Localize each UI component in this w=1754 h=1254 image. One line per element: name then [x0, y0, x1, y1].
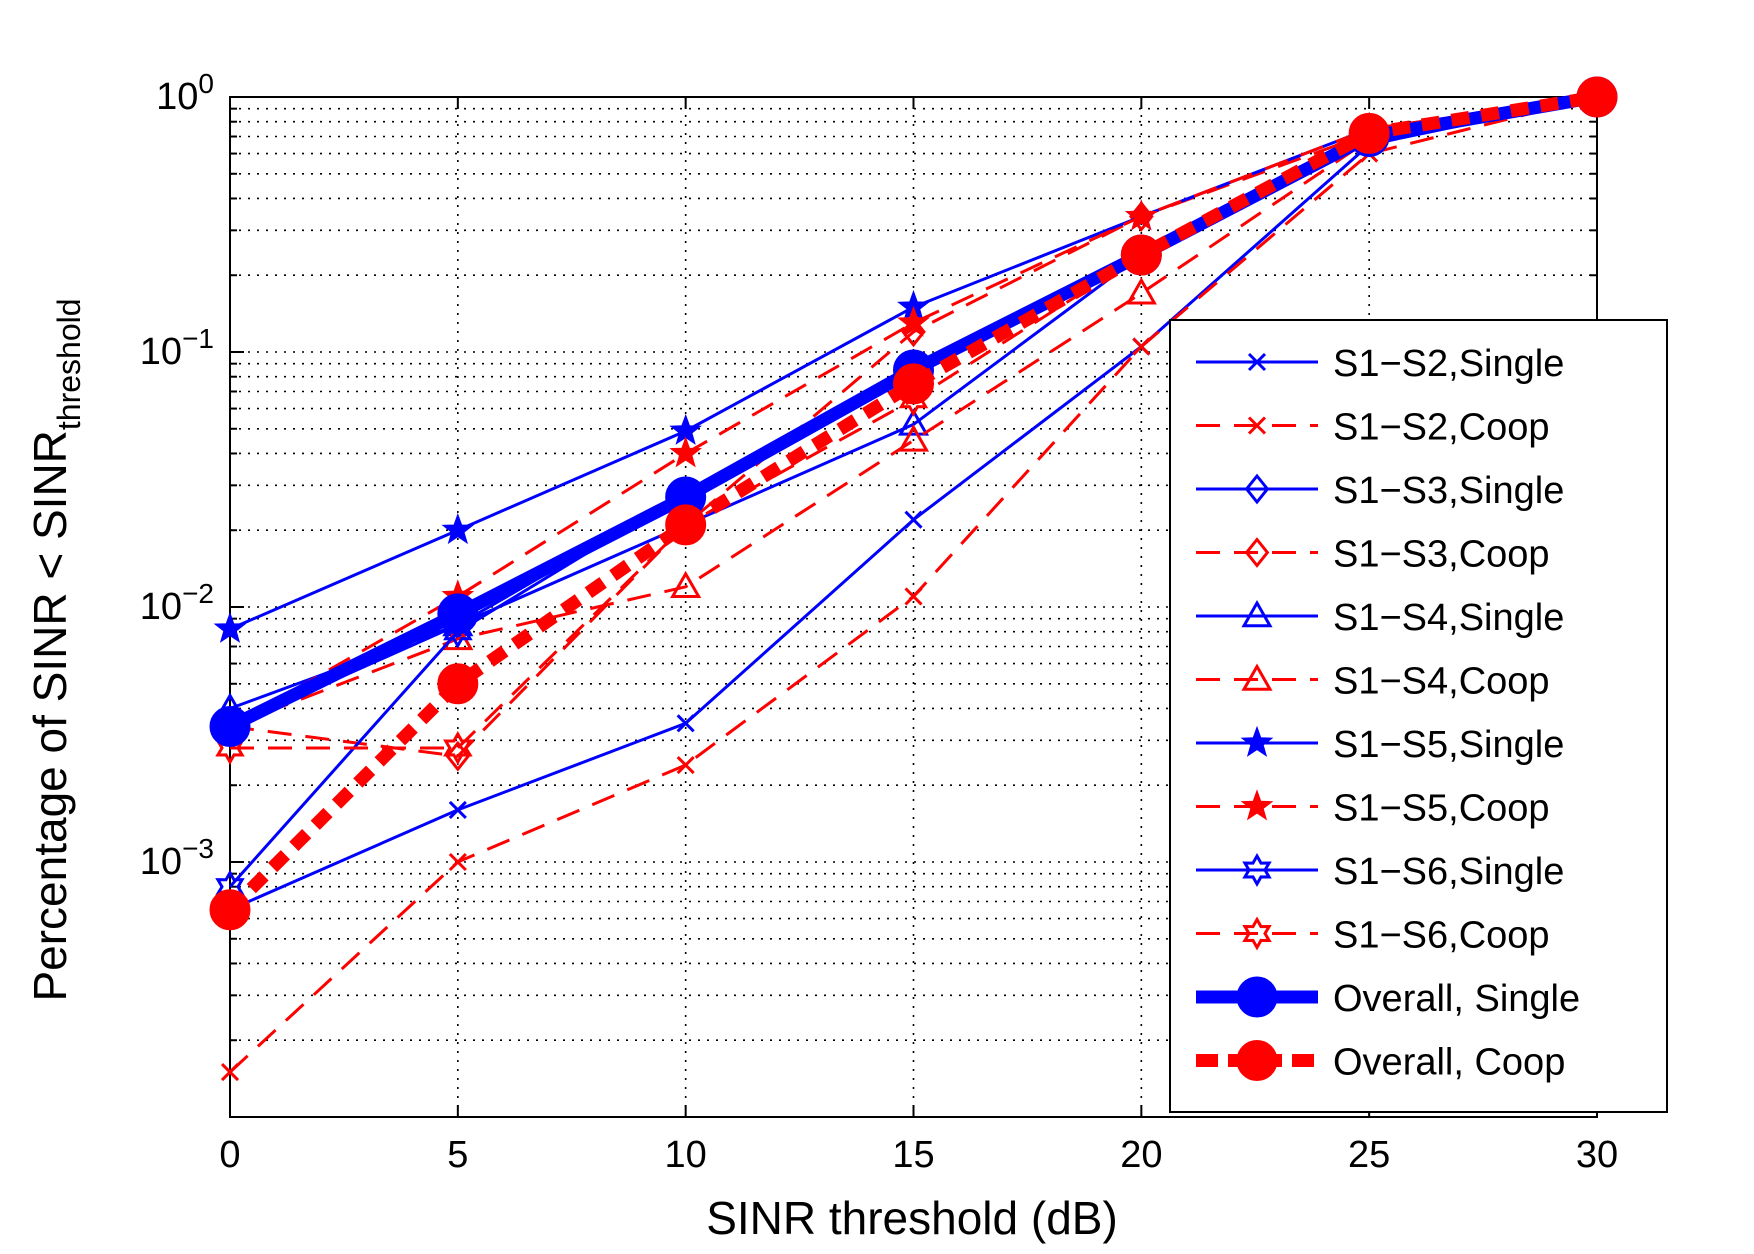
data-point-marker: [1125, 277, 1157, 305]
legend-item: S1−S3,Coop: [1196, 534, 1550, 576]
legend-item: S1−S4,Single: [1196, 597, 1564, 639]
data-point-marker: [448, 852, 467, 872]
data-point-marker: [897, 305, 930, 337]
legend-box: [1169, 319, 1668, 1113]
data-series: [209, 76, 1618, 1082]
legend-marker: [1247, 416, 1267, 435]
legend-item: S1−S5,Coop: [1196, 788, 1550, 830]
data-point-marker: [445, 740, 471, 772]
y-tick-base: 10: [140, 586, 182, 628]
data-point-marker: [1120, 234, 1162, 276]
data-point-marker: [1576, 76, 1618, 118]
data-point-marker: [220, 1063, 240, 1082]
data-point-marker: [1132, 337, 1151, 356]
data-point-marker: [448, 800, 467, 820]
legend-label: S1−S3,Coop: [1333, 534, 1550, 576]
legend-item: S1−S6,Coop: [1196, 915, 1550, 957]
legend-item: S1−S6,Single: [1196, 851, 1564, 893]
legend-label: S1−S4,Coop: [1333, 661, 1550, 703]
x-tick-label: 0: [219, 1134, 240, 1176]
legend-label: Overall, Coop: [1333, 1042, 1565, 1084]
data-point-marker: [213, 611, 247, 643]
legend-label: S1−S3,Single: [1333, 470, 1564, 512]
data-point-marker: [897, 408, 930, 436]
y-tick-exponent: 0: [198, 68, 214, 99]
legend-marker: [1236, 1040, 1278, 1081]
data-point-marker: [441, 513, 475, 545]
legend-item: S1−S5,Single: [1196, 724, 1564, 766]
data-point-marker: [1348, 112, 1390, 154]
series-12: [209, 76, 1618, 931]
legend: S1−S2,Single S1−S2,Coop S1−S3,Single S1−S3,…: [1169, 319, 1668, 1113]
x-tick-label: 5: [447, 1134, 468, 1176]
y-tick-base: 10: [156, 76, 198, 118]
data-point-marker: [443, 730, 473, 766]
legend-marker: [1241, 663, 1273, 691]
x-tick-label: 20: [1120, 1134, 1162, 1176]
legend-label: Overall, Single: [1333, 978, 1580, 1020]
legend-marker: [1242, 916, 1272, 951]
y-axis-label: Percentage of SINR < SINRthreshold: [24, 298, 87, 1001]
y-tick-exponent: −3: [182, 833, 214, 864]
x-tick-label: 25: [1348, 1134, 1390, 1176]
legend-marker: [1242, 852, 1272, 888]
y-tick-exponent: −2: [182, 578, 214, 609]
legend-marker: [1241, 599, 1273, 628]
legend-marker: [1244, 537, 1270, 568]
data-point-marker: [437, 593, 479, 635]
data-point-marker: [669, 436, 702, 468]
legend-item: Overall, Coop: [1196, 1040, 1565, 1084]
y-tick-label: 10−1: [140, 323, 214, 373]
legend-item: S1−S4,Coop: [1196, 661, 1550, 703]
data-point-marker: [904, 510, 923, 529]
y-tick-base: 10: [140, 841, 182, 883]
legend-label: S1−S4,Single: [1333, 597, 1564, 639]
data-point-marker: [437, 663, 479, 705]
legend-label: S1−S6,Single: [1333, 851, 1564, 893]
data-point-marker: [670, 570, 702, 599]
legend-marker: [1247, 352, 1267, 372]
data-point-marker: [904, 587, 923, 606]
y-tick-label: 10−2: [140, 578, 214, 628]
legend-item: Overall, Single: [1196, 976, 1580, 1020]
legend-marker: [1240, 725, 1274, 757]
y-tick-label: 10−3: [140, 833, 214, 883]
legend-item: S1−S3,Single: [1196, 470, 1564, 512]
legend-label: S1−S2,Coop: [1333, 407, 1550, 449]
y-tick-exponent: −1: [182, 323, 214, 354]
y-tick-label: 100: [156, 68, 214, 118]
legend-marker: [1240, 789, 1274, 821]
data-point-marker: [1125, 199, 1158, 231]
legend-marker: [1244, 473, 1270, 505]
data-point-marker: [897, 424, 930, 452]
legend-label: S1−S5,Coop: [1333, 788, 1550, 830]
data-point-marker: [893, 363, 934, 405]
data-point-marker: [676, 755, 695, 775]
legend-marker: [1236, 976, 1278, 1018]
x-tick-label: 10: [665, 1134, 707, 1176]
legend-item: S1−S2,Coop: [1196, 407, 1550, 449]
y-tick-base: 10: [140, 331, 182, 373]
x-tick-label: 30: [1576, 1134, 1618, 1176]
data-point-marker: [209, 705, 251, 747]
data-point-marker: [665, 504, 707, 546]
legend-label: S1−S5,Single: [1333, 724, 1564, 766]
legend-item: S1−S2,Single: [1196, 343, 1564, 385]
data-point-marker: [209, 889, 251, 931]
y-axis-label-main: Percentage of SINR < SINR: [24, 430, 76, 1001]
legend-label: S1−S6,Coop: [1333, 915, 1550, 957]
y-axis-label-subscript: threshold: [51, 298, 87, 430]
legend-label: S1−S2,Single: [1333, 343, 1564, 385]
x-axis-label: SINR threshold (dB): [706, 1192, 1118, 1244]
data-point-marker: [676, 714, 695, 733]
x-tick-label: 15: [892, 1134, 934, 1176]
